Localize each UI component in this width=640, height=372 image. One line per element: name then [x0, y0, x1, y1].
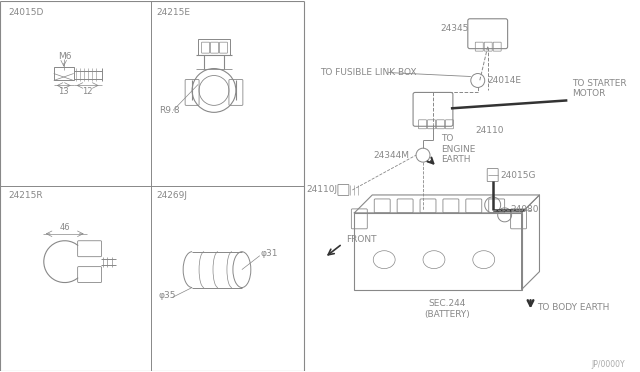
Text: (BATTERY): (BATTERY) — [424, 310, 470, 319]
Text: 24015G: 24015G — [500, 170, 536, 180]
Text: SEC.244: SEC.244 — [428, 299, 466, 308]
Text: R9.8: R9.8 — [159, 106, 180, 115]
Text: 24110: 24110 — [476, 126, 504, 135]
Text: 12: 12 — [83, 87, 93, 96]
Text: 24345: 24345 — [440, 24, 468, 33]
Text: TO FUSIBLE LINK BOX: TO FUSIBLE LINK BOX — [321, 68, 417, 77]
Text: M6: M6 — [58, 52, 71, 61]
Text: TO BODY EARTH: TO BODY EARTH — [538, 303, 610, 312]
Text: TO STARTER
MOTOR: TO STARTER MOTOR — [572, 79, 627, 98]
Text: 24014E: 24014E — [488, 76, 522, 85]
Text: 13: 13 — [58, 87, 69, 96]
Text: 24215E: 24215E — [156, 8, 190, 17]
Text: 24269J: 24269J — [156, 192, 188, 201]
Text: 24015D: 24015D — [8, 8, 44, 17]
Text: FRONT: FRONT — [346, 235, 377, 244]
Text: φ35: φ35 — [158, 291, 176, 300]
Text: 24110J: 24110J — [307, 186, 338, 195]
Text: TO
ENGINE
EARTH: TO ENGINE EARTH — [441, 134, 476, 164]
Text: 46: 46 — [60, 223, 70, 232]
Text: 24215R: 24215R — [8, 192, 43, 201]
Text: φ31: φ31 — [260, 249, 278, 258]
Text: JP/0000Y: JP/0000Y — [591, 360, 625, 369]
Text: 24080: 24080 — [511, 205, 539, 214]
Text: 24344M: 24344M — [373, 151, 409, 160]
